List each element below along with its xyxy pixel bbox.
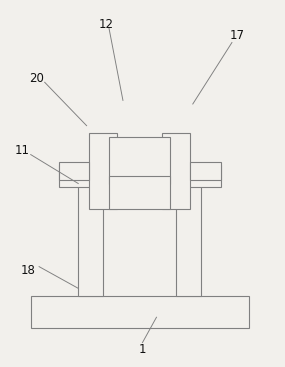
Bar (78, 166, 103, 295)
Text: 12: 12 (99, 18, 114, 31)
Bar (176, 166, 221, 187)
Text: 20: 20 (29, 72, 44, 85)
Bar (59, 162, 89, 180)
Bar (190, 162, 221, 180)
Text: 1: 1 (139, 343, 146, 356)
Text: 11: 11 (15, 145, 30, 157)
Bar (176, 166, 201, 295)
Bar (31, 295, 249, 328)
Text: 17: 17 (230, 29, 245, 42)
Bar (89, 133, 117, 209)
Text: 18: 18 (21, 264, 35, 277)
Bar (59, 166, 103, 187)
Bar (162, 133, 190, 209)
Bar (109, 176, 170, 209)
Bar (109, 137, 170, 184)
